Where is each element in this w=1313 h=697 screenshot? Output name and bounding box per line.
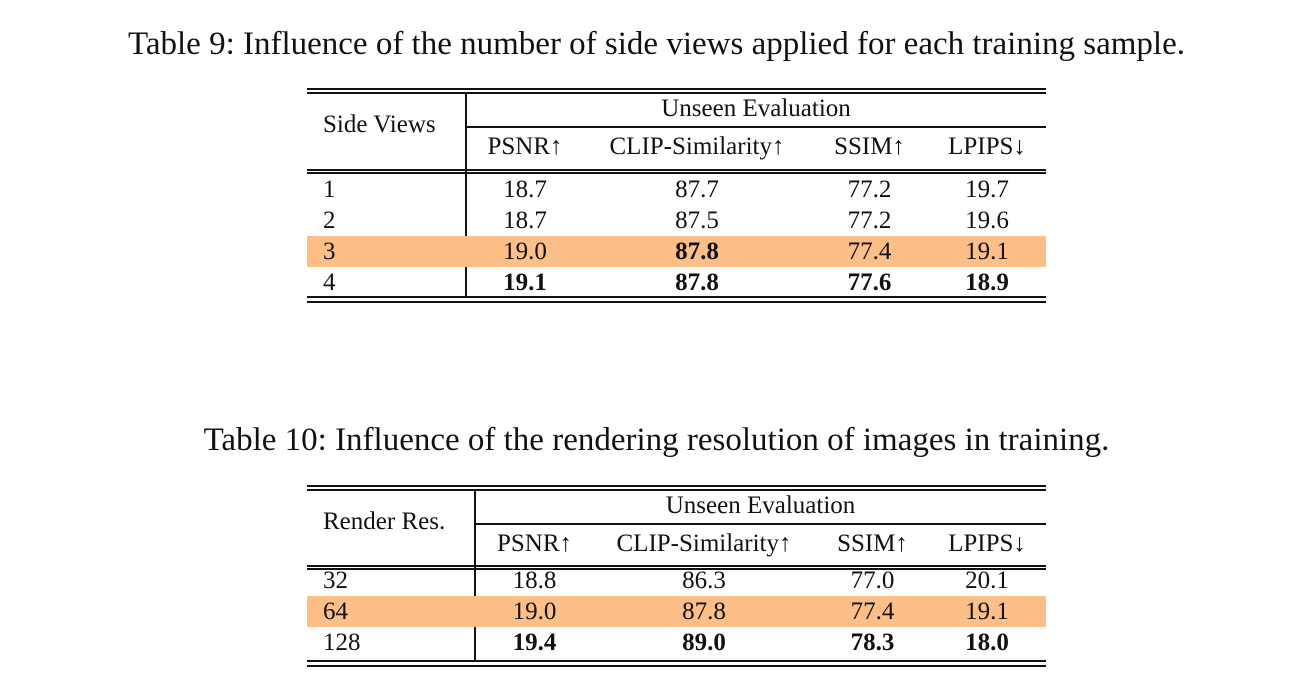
table-cell: 18.0: [965, 629, 1009, 656]
table-10: Render Res. Unseen Evaluation PSNR↑ CLIP…: [307, 485, 1046, 668]
table-cell: 87.8: [682, 598, 726, 625]
group-rule: [475, 523, 1046, 525]
table-cell: 77.0: [850, 567, 895, 594]
table-cell: 78.3: [850, 629, 895, 656]
table-cell: 87.5: [675, 207, 719, 234]
header-rule: [307, 565, 1046, 567]
col-header-lpips: LPIPS↓: [948, 530, 1026, 557]
row-label: 2: [323, 207, 336, 234]
table-cell: 18.7: [503, 207, 547, 234]
row-label: 1: [323, 176, 336, 203]
table-10-caption: Table 10: Influence of the rendering res…: [203, 422, 1110, 458]
row-header: Side Views: [323, 111, 436, 138]
table-cell: 77.2: [847, 176, 892, 203]
header-rule-double: [307, 568, 1046, 570]
header-rule: [307, 169, 1046, 171]
row-label: 128: [323, 629, 361, 656]
top-rule: [307, 485, 1046, 487]
table-cell: 19.7: [965, 176, 1009, 203]
highlighted-row-background: [307, 596, 1046, 627]
table-cell: 19.4: [512, 629, 557, 656]
bottom-rule-double: [307, 665, 1046, 667]
table-9: Side Views Unseen Evaluation PSNR↑ CLIP-…: [307, 88, 1046, 304]
group-header: Unseen Evaluation: [661, 95, 851, 122]
bottom-rule: [307, 660, 1046, 662]
col-header-psnr: PSNR↑: [487, 133, 563, 160]
row-label: 64: [323, 598, 348, 625]
row-label: 32: [323, 567, 348, 594]
table-cell: 77.6: [847, 269, 892, 296]
table-cell: 87.8: [675, 269, 719, 296]
table-cell: 89.0: [682, 629, 726, 656]
table-cell: 19.0: [503, 238, 547, 265]
col-header-clip: CLIP-Similarity↑: [616, 530, 792, 557]
row-label: 3: [323, 238, 336, 265]
row-header: Render Res.: [323, 508, 446, 535]
column-divider: [465, 93, 467, 297]
table-cell: 87.7: [675, 176, 719, 203]
table-cell: 19.0: [512, 598, 557, 625]
table-cell: 19.6: [965, 207, 1009, 234]
top-rule-double: [307, 92, 1046, 94]
col-header-clip: CLIP-Similarity↑: [609, 133, 785, 160]
table-cell: 86.3: [682, 567, 726, 594]
col-header-psnr: PSNR↑: [496, 530, 573, 557]
table-cell: 19.1: [965, 238, 1009, 265]
table-cell: 20.1: [965, 567, 1009, 594]
table-cell: 87.8: [675, 238, 719, 265]
table-cell: 19.1: [965, 598, 1009, 625]
bottom-rule: [307, 296, 1046, 298]
table-cell: 77.4: [850, 598, 895, 625]
bottom-rule-double: [307, 301, 1046, 303]
table-cell: 19.1: [503, 269, 547, 296]
top-rule: [307, 88, 1046, 90]
table-cell: 77.4: [847, 238, 892, 265]
top-rule-double: [307, 489, 1046, 491]
row-label: 4: [323, 269, 336, 296]
table-cell: 77.2: [847, 207, 892, 234]
header-rule-double: [307, 172, 1046, 174]
highlighted-row-background: [307, 236, 1046, 267]
table-cell: 18.7: [503, 176, 547, 203]
column-divider: [474, 490, 476, 661]
group-rule: [466, 126, 1046, 128]
col-header-ssim: SSIM↑: [837, 530, 908, 557]
table-9-caption: Table 9: Influence of the number of side…: [128, 26, 1185, 62]
col-header-lpips: LPIPS↓: [948, 133, 1026, 160]
table-cell: 18.8: [512, 567, 557, 594]
table-cell: 18.9: [965, 269, 1009, 296]
col-header-ssim: SSIM↑: [834, 133, 905, 160]
group-header: Unseen Evaluation: [665, 492, 856, 519]
